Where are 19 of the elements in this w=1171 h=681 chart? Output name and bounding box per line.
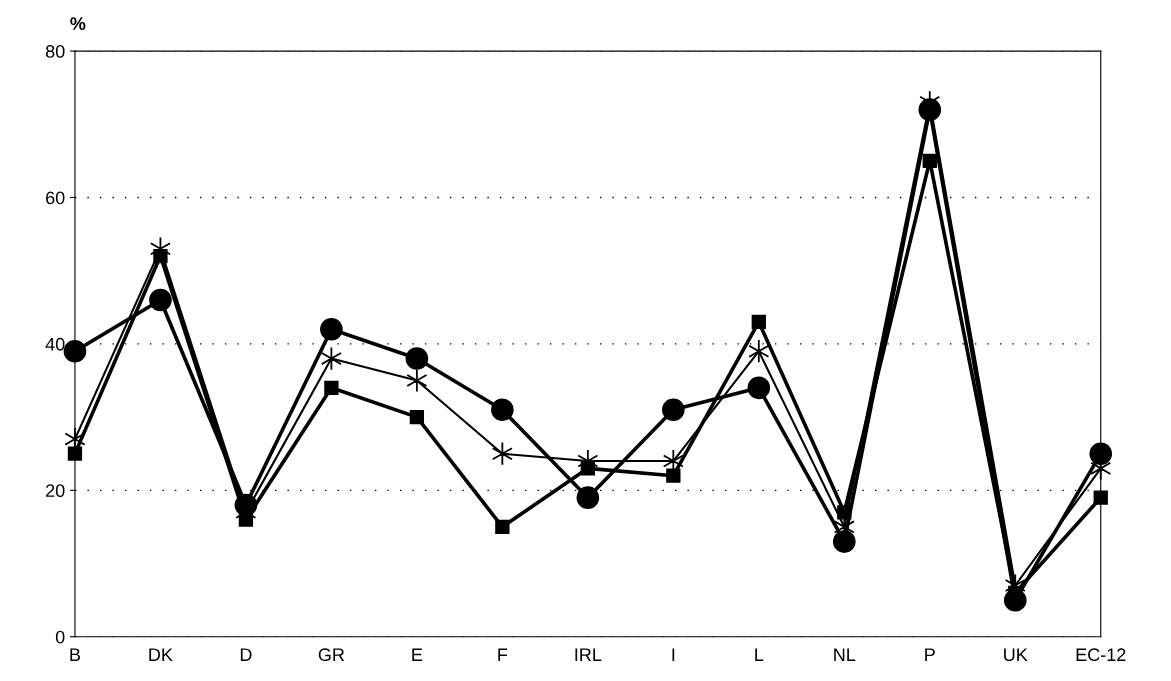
y-tick-label: 20 [46,484,65,498]
x-tick-label: GR [318,648,345,662]
x-tick-label: L [755,648,764,661]
x-tick-label: DK [149,648,173,661]
x-tick-label: E [412,648,423,661]
x-tick-label: NL [834,648,856,661]
y-axis-title: % [70,17,86,30]
x-tick-label: UK [1004,648,1028,662]
y-tick-label: 0 [55,630,65,644]
y-tick-label: 60 [46,191,65,205]
x-tick-label: EC-12 [1076,648,1126,662]
y-tick-label: 80 [45,45,65,58]
x-tick-label: IRL [575,648,602,661]
x-tick-label: B [70,648,81,661]
x-tick-label: P [925,648,935,661]
x-tick-label: D [240,648,252,661]
x-tick-label: I [672,648,675,661]
y-tick-label: 40 [45,337,65,351]
x-tick-label: F [498,648,508,661]
